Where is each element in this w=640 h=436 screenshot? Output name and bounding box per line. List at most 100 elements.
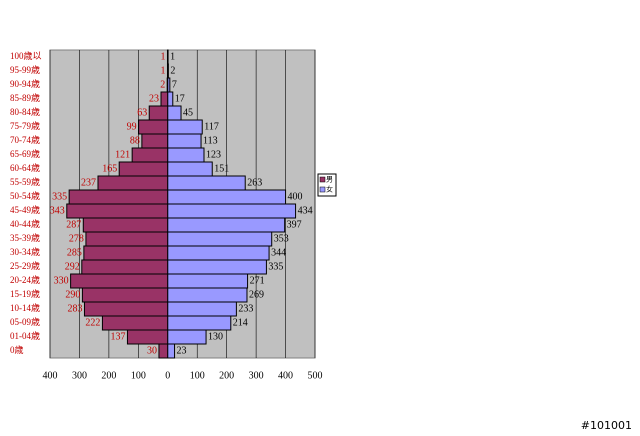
- x-tick-label: 100: [131, 370, 146, 381]
- value-label: 30: [147, 345, 157, 356]
- value-label: 130: [208, 331, 223, 342]
- x-tick-label: 200: [219, 370, 234, 381]
- value-label: 353: [274, 233, 289, 244]
- value-label: 335: [268, 261, 283, 272]
- value-label: 117: [204, 121, 219, 132]
- bar: [141, 133, 169, 149]
- bar: [81, 259, 169, 275]
- value-label: 233: [238, 303, 253, 314]
- bar: [83, 301, 169, 317]
- x-tick-label: 100: [190, 370, 205, 381]
- value-label: 278: [69, 233, 84, 244]
- bar: [167, 301, 237, 317]
- value-label: 17: [175, 93, 185, 104]
- category-label: 90-94歳: [10, 78, 40, 89]
- bar: [167, 105, 182, 121]
- category-label: 85-89歳: [10, 92, 40, 103]
- value-label: 2: [160, 79, 165, 90]
- bar: [167, 315, 232, 331]
- bar: [167, 203, 297, 219]
- category-label: 75-79歳: [10, 120, 40, 131]
- category-label: 45-49歳: [10, 204, 40, 215]
- bar: [167, 175, 246, 191]
- bar: [167, 119, 203, 135]
- value-label: 343: [50, 205, 65, 216]
- value-label: 330: [54, 275, 69, 286]
- bar: [167, 91, 174, 107]
- value-label: 400: [288, 191, 303, 202]
- value-label: 263: [247, 177, 262, 188]
- category-label: 65-69歳: [10, 148, 40, 159]
- category-label: 20-24歳: [10, 274, 40, 285]
- category-label: 70-74歳: [10, 134, 40, 145]
- value-label: 63: [137, 107, 147, 118]
- category-label: 10-14歳: [10, 302, 40, 313]
- legend-swatch: [319, 176, 326, 183]
- bar: [126, 329, 169, 345]
- bar: [66, 203, 169, 219]
- bar: [167, 189, 287, 205]
- bar: [131, 147, 169, 163]
- value-label: 269: [249, 289, 264, 300]
- bar: [148, 105, 169, 121]
- value-label: 45: [183, 107, 193, 118]
- category-label: 50-54歳: [10, 190, 40, 201]
- bar: [101, 315, 169, 331]
- category-label: 30-34歳: [10, 246, 40, 257]
- value-label: 283: [67, 303, 82, 314]
- category-label: 95-99歳: [10, 64, 40, 75]
- category-label: 05-09歳: [10, 316, 40, 327]
- category-label: 40-44歳: [10, 218, 40, 229]
- bar: [167, 231, 273, 247]
- value-label: 344: [271, 247, 286, 258]
- value-label: 1: [160, 51, 165, 62]
- category-label: 01-04歳: [10, 330, 40, 341]
- category-label: 25-29歳: [10, 260, 40, 271]
- x-tick-label: 0: [165, 370, 170, 381]
- value-label: 165: [102, 163, 117, 174]
- legend-swatch: [319, 186, 326, 193]
- x-tick-label: 300: [249, 370, 264, 381]
- bar: [167, 77, 171, 93]
- value-label: 99: [127, 121, 137, 132]
- value-label: 121: [115, 149, 130, 160]
- value-label: 2: [170, 65, 175, 76]
- bar: [167, 329, 207, 345]
- bar: [70, 273, 169, 289]
- bar: [167, 287, 248, 303]
- category-label: 0歳: [10, 344, 24, 355]
- bar: [68, 189, 169, 205]
- bar: [167, 161, 213, 177]
- value-label: 23: [149, 93, 159, 104]
- category-label: 80-84歳: [10, 106, 40, 117]
- bar: [83, 245, 169, 261]
- value-label: 123: [206, 149, 221, 160]
- value-label: 7: [172, 79, 177, 90]
- bar: [167, 133, 202, 149]
- value-label: 335: [52, 191, 67, 202]
- value-label: 1: [160, 65, 165, 76]
- value-label: 285: [67, 247, 82, 258]
- value-label: 1: [170, 51, 175, 62]
- value-label: 88: [130, 135, 140, 146]
- bar: [118, 161, 169, 177]
- bar: [158, 343, 169, 359]
- category-label: 35-39歳: [10, 232, 40, 243]
- bar: [160, 91, 169, 107]
- value-label: 290: [65, 289, 80, 300]
- value-label: 434: [298, 205, 313, 216]
- value-label: 151: [214, 163, 229, 174]
- legend-label: 男: [326, 176, 333, 184]
- bar: [167, 63, 169, 79]
- value-label: 271: [250, 275, 265, 286]
- value-label: 292: [65, 261, 80, 272]
- bar: [97, 175, 169, 191]
- bar: [81, 287, 169, 303]
- bar: [167, 147, 205, 163]
- category-label: 60-64歳: [10, 162, 40, 173]
- bar: [167, 217, 286, 233]
- bar: [138, 119, 169, 135]
- bar: [82, 217, 169, 233]
- x-tick-label: 500: [308, 370, 323, 381]
- x-tick-label: 300: [72, 370, 87, 381]
